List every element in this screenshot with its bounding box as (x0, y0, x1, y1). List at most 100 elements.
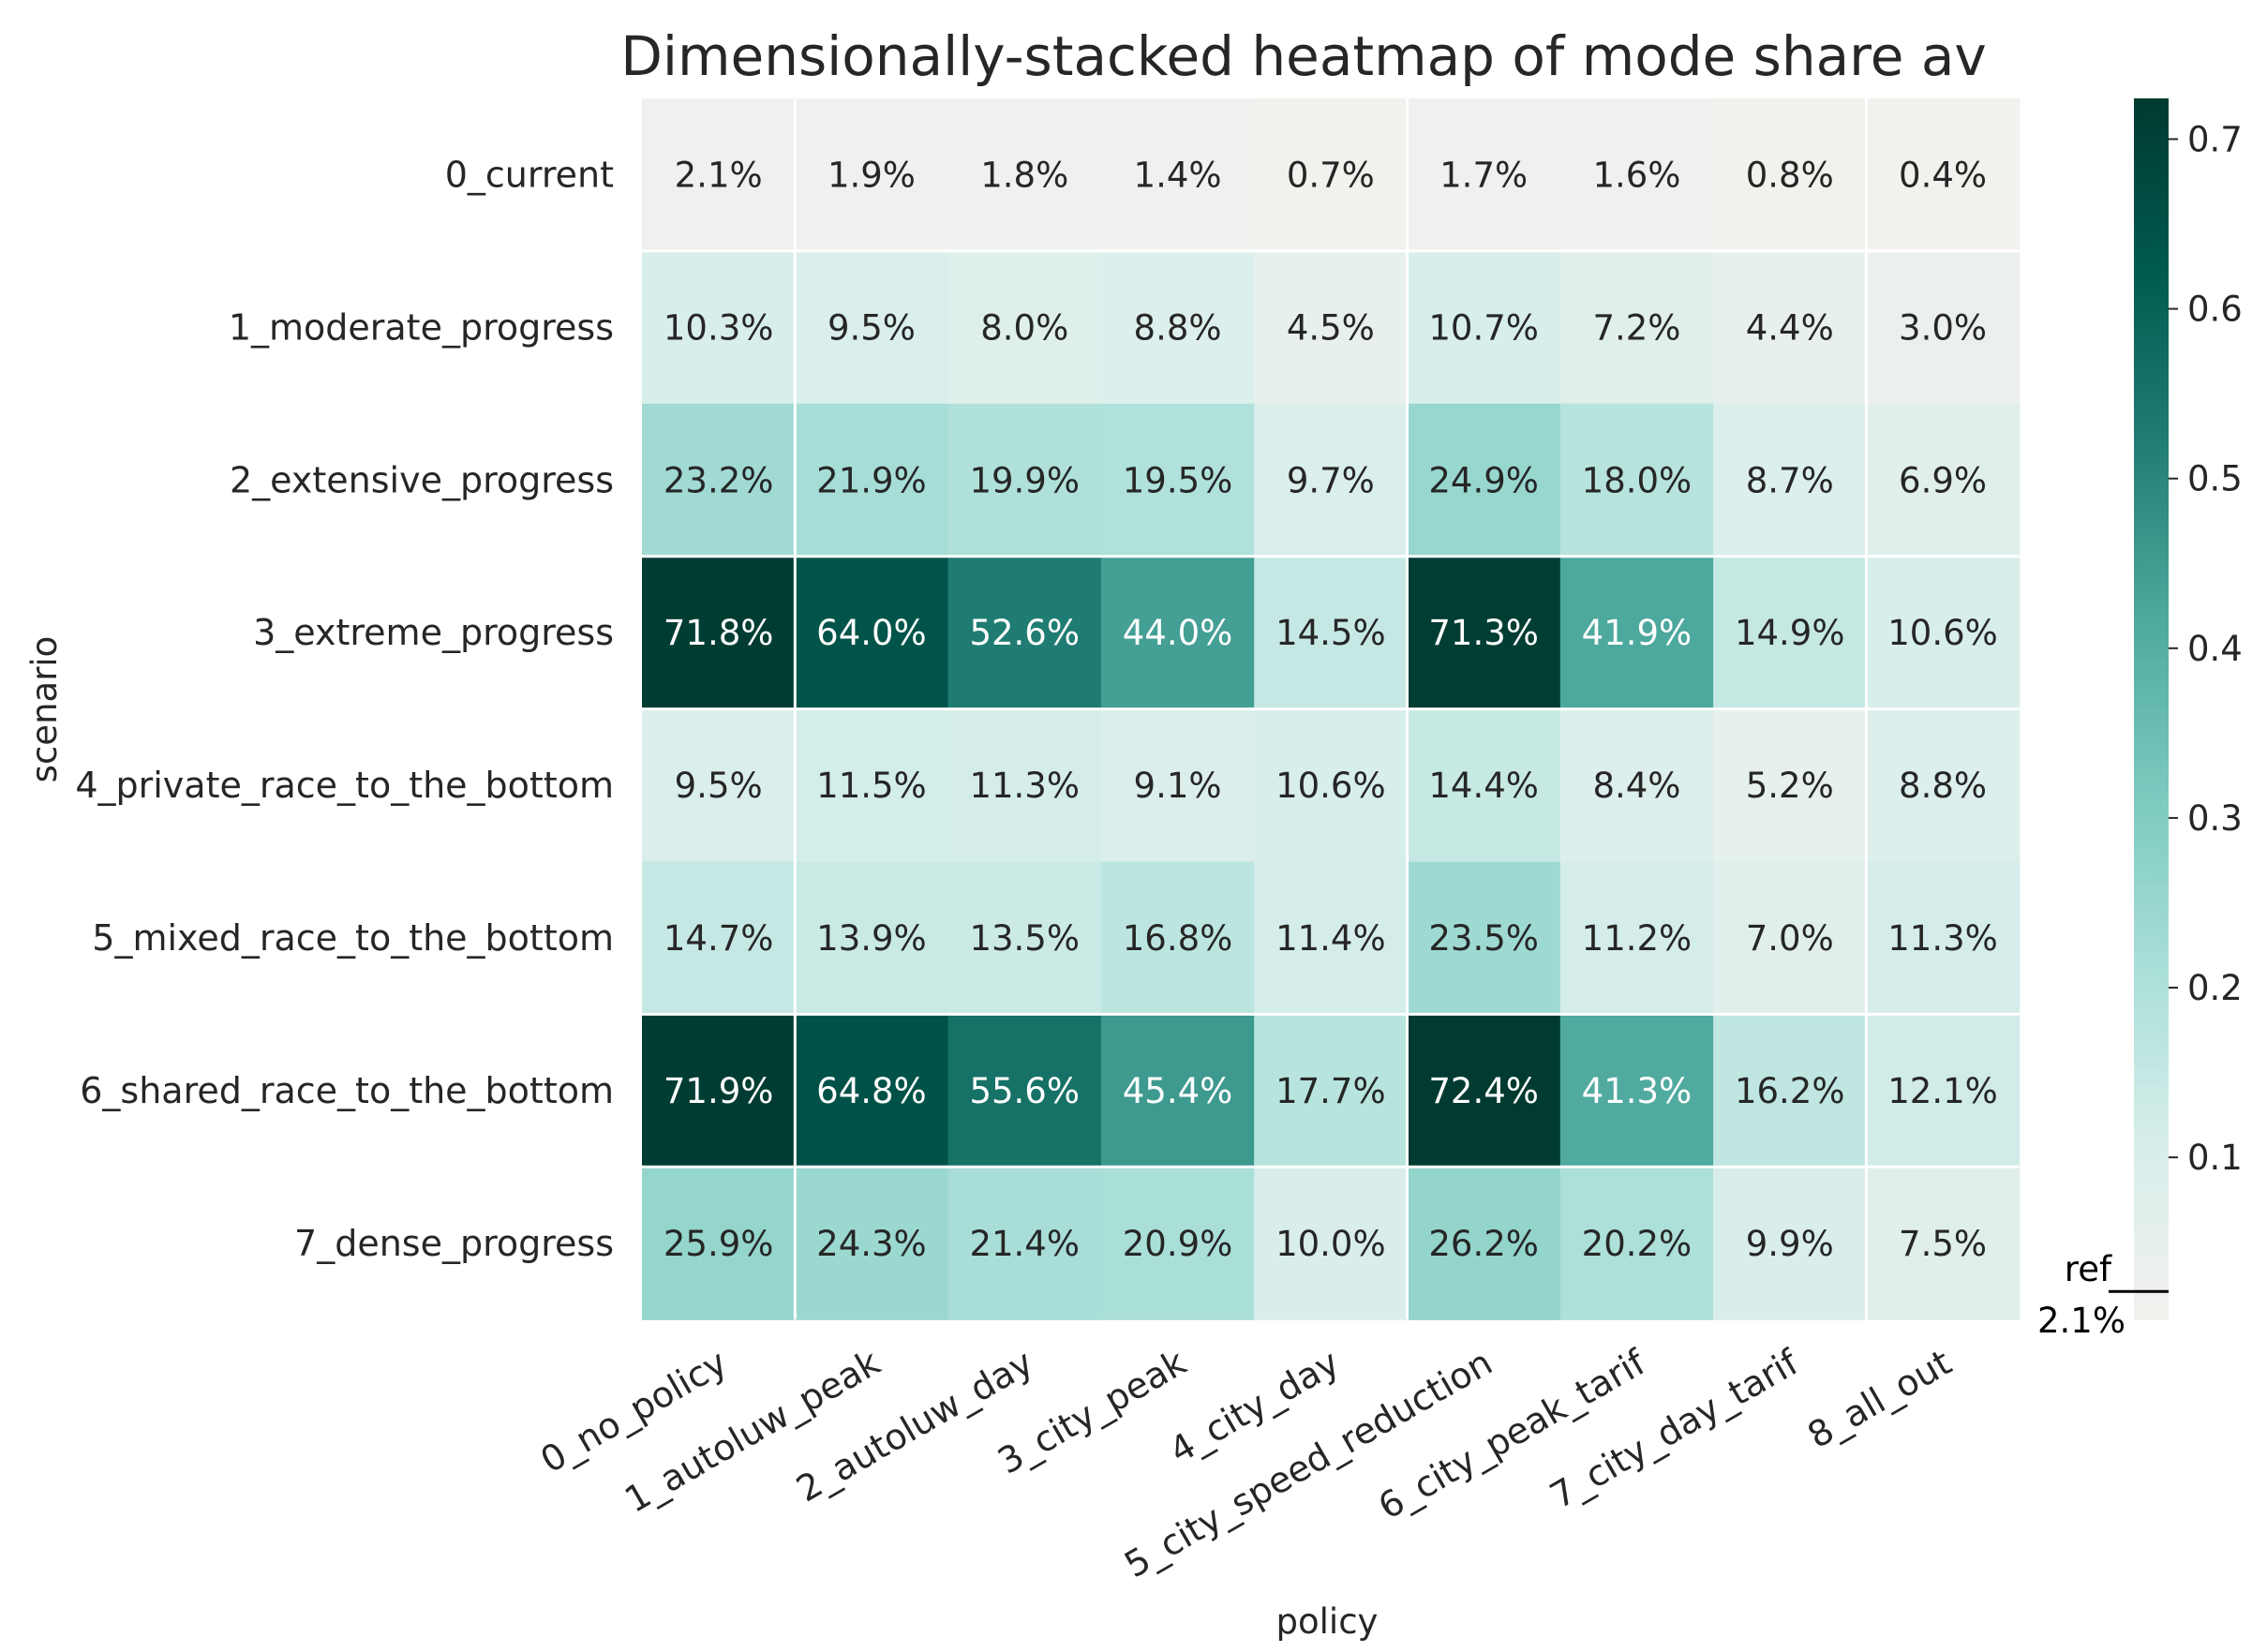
heatmap-cell (795, 1014, 949, 1168)
heatmap-cell (1100, 556, 1255, 710)
cell-value-label: 8.7% (1746, 460, 1834, 500)
heatmap-cell (795, 250, 949, 405)
cell-value-label: 4.4% (1746, 307, 1834, 348)
cell-value-label: 45.4% (1123, 1071, 1233, 1111)
heatmap-cell (1254, 708, 1409, 863)
heatmap-cell (1559, 1014, 1714, 1168)
cell-value-label: 8.8% (1899, 766, 1987, 806)
heatmap-cell (642, 250, 796, 405)
cell-value-label: 72.4% (1428, 1071, 1539, 1111)
heatmap-cell (1407, 403, 1561, 558)
heatmap-cell (1713, 708, 1867, 863)
cell-value-label: 10.7% (1428, 307, 1539, 348)
heatmap-cell (1866, 98, 2021, 252)
heatmap-separators (642, 98, 2020, 1320)
cell-value-label: 23.2% (664, 460, 774, 500)
heatmap-cell (642, 1167, 796, 1320)
heatmap-cell (947, 556, 1102, 710)
cell-value-label: 17.7% (1275, 1071, 1386, 1111)
cell-value-label: 52.6% (969, 613, 1080, 653)
y-tick-label: 6_shared_race_to_the_bottom (80, 1070, 614, 1111)
heatmap-cell (947, 708, 1102, 863)
heatmap-cell (1559, 708, 1714, 863)
heatmap-cell (795, 861, 949, 1015)
cell-value-label: 10.6% (1275, 766, 1386, 806)
heatmap-cell (1407, 1014, 1561, 1168)
heatmap-cell (1254, 98, 1409, 252)
heatmap-cell (1407, 708, 1561, 863)
heatmap-cell (1866, 250, 2021, 405)
cell-value-label: 0.4% (1899, 155, 1987, 195)
cell-value-label: 20.2% (1582, 1224, 1693, 1264)
cell-value-label: 21.9% (816, 460, 927, 500)
x-tick-label: 1_autoluw_peak (618, 1342, 887, 1521)
cell-value-label: 4.5% (1287, 307, 1375, 348)
y-axis-title: scenario (24, 636, 65, 783)
heatmap-cell (1407, 861, 1561, 1015)
heatmap-cell (642, 861, 796, 1015)
x-tick-labels: 0_no_policy1_autoluw_peak2_autoluw_day3_… (533, 1341, 1958, 1585)
cell-value-label: 1.8% (980, 155, 1068, 195)
cell-value-label: 11.4% (1275, 918, 1386, 959)
heatmap-cell (1254, 403, 1409, 558)
heatmap-cell (642, 556, 796, 710)
cell-value-label: 41.3% (1582, 1071, 1693, 1111)
reference-value-label: 2.1% (2037, 1301, 2125, 1341)
cell-value-label: 14.9% (1735, 613, 1845, 653)
cell-value-label: 16.2% (1735, 1071, 1845, 1111)
heatmap-cell (1713, 1014, 1867, 1168)
cell-value-label: 19.9% (969, 460, 1080, 500)
cell-value-label: 13.9% (816, 918, 927, 959)
cell-value-label: 9.5% (675, 766, 763, 806)
cell-value-label: 8.4% (1592, 766, 1680, 806)
cell-value-label: 7.5% (1899, 1224, 1987, 1264)
heatmap-cell (1254, 556, 1409, 710)
heatmap-cell (947, 250, 1102, 405)
heatmap-cell (1866, 708, 2021, 863)
heatmap-cell (642, 708, 796, 863)
y-tick-labels: 0_current 1_moderate_progress 2_extensive_… (75, 154, 614, 1263)
y-tick-label: 5_mixed_race_to_the_bottom (92, 917, 614, 959)
heatmap-cell (1713, 250, 1867, 405)
colorbar-ticks: 0.1 0.2 0.3 0.4 0.5 0.6 0.7 (2169, 119, 2243, 1178)
heatmap-cell (1559, 98, 1714, 252)
heatmap-cell (1713, 861, 1867, 1015)
cell-value-label: 2.1% (675, 155, 763, 195)
cell-value-label: 11.3% (1887, 918, 1998, 959)
cell-value-label: 1.4% (1134, 155, 1222, 195)
heatmap-cell (1100, 403, 1255, 558)
cell-value-label: 26.2% (1428, 1224, 1539, 1264)
cell-value-label: 1.7% (1439, 155, 1528, 195)
chart-title: Dimensionally-stacked heatmap of mode sh… (620, 24, 1987, 88)
heatmap-cell (1100, 250, 1255, 405)
heatmap-cell (1866, 861, 2021, 1015)
cell-value-label: 64.0% (816, 613, 927, 653)
heatmap-cell (947, 98, 1102, 252)
heatmap-cell (795, 1167, 949, 1320)
heatmap-cell (1866, 403, 2021, 558)
cell-value-label: 18.0% (1582, 460, 1693, 500)
y-tick-label: 1_moderate_progress (229, 306, 614, 348)
colorbar-tick-label: 0.5 (2187, 459, 2243, 499)
cell-value-label: 1.9% (828, 155, 916, 195)
cell-value-label: 9.1% (1134, 766, 1222, 806)
heatmap-cell (1407, 98, 1561, 252)
heatmap-cell (1713, 98, 1867, 252)
colorbar-tick-label: 0.1 (2187, 1138, 2243, 1178)
heatmap-cell (1407, 250, 1561, 405)
reference-label: ref (2065, 1249, 2112, 1289)
cell-value-label: 10.6% (1887, 613, 1998, 653)
cell-value-label: 23.5% (1428, 918, 1539, 959)
cell-value-label: 41.9% (1582, 613, 1693, 653)
colorbar-reference: ref 2.1% (2037, 1249, 2169, 1341)
cell-value-label: 1.6% (1592, 155, 1680, 195)
cell-value-label: 21.4% (969, 1224, 1080, 1264)
cell-value-label: 11.5% (816, 766, 927, 806)
cell-value-label: 7.2% (1592, 307, 1680, 348)
colorbar-tick-label: 0.3 (2187, 798, 2243, 839)
cell-value-label: 8.8% (1134, 307, 1222, 348)
cell-value-label: 3.0% (1899, 307, 1987, 348)
cell-value-label: 64.8% (816, 1071, 927, 1111)
cell-value-label: 14.5% (1275, 613, 1386, 653)
heatmap-cell (642, 98, 796, 252)
